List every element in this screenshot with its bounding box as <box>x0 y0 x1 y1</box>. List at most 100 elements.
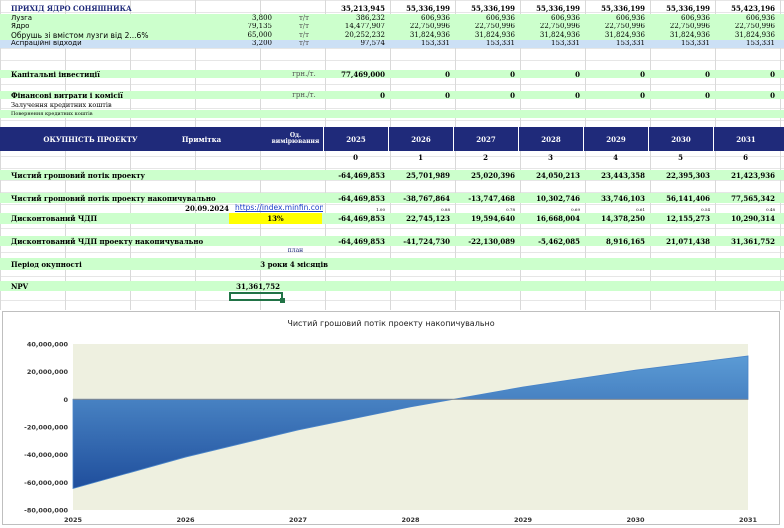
period-0[interactable]: 0 <box>323 152 388 162</box>
net-cf-value-5[interactable]: 22,395,303 <box>648 170 713 180</box>
finance-value-4[interactable]: 0 <box>583 91 648 99</box>
product-name[interactable]: Лузга <box>8 14 203 23</box>
discount-factor-3[interactable]: 0.69 <box>518 204 583 212</box>
product-value-2[interactable]: 153,331 <box>453 40 518 49</box>
net-cf-cum-value-0[interactable]: -64,469,853 <box>323 193 388 203</box>
dcf-cum-value-5[interactable]: 21,071,438 <box>648 236 713 246</box>
finance-value-6[interactable]: 0 <box>713 91 778 99</box>
header-year-1[interactable]: 2026 <box>388 127 453 151</box>
product-name[interactable]: Обрушь зі вмістом лузги від 2...6% <box>8 31 203 40</box>
product-value-6[interactable]: 22,750,996 <box>713 23 778 32</box>
net-cf-cum-value-6[interactable]: 77,565,342 <box>713 193 778 203</box>
product-value-2[interactable]: 606,936 <box>453 14 518 23</box>
net-cf-value-1[interactable]: 25,701,989 <box>388 170 453 180</box>
capex-value-0[interactable]: 77,469,000 <box>323 70 388 78</box>
product-value-4[interactable]: 153,331 <box>583 40 648 49</box>
net-cf-value-2[interactable]: 25,020,396 <box>453 170 518 180</box>
period-1[interactable]: 1 <box>388 152 453 162</box>
finance-label[interactable]: Фінансові витрати і комісії <box>8 91 208 99</box>
income-header-value-0[interactable]: 35,213,945 <box>323 4 388 13</box>
dcf-value-0[interactable]: -64,469,853 <box>323 213 388 224</box>
income-header-value-1[interactable]: 55,336,199 <box>388 4 453 13</box>
income-header-value-5[interactable]: 55,336,199 <box>648 4 713 13</box>
product-unit[interactable]: т/т <box>286 31 322 40</box>
period-2[interactable]: 2 <box>453 152 518 162</box>
income-header-value-2[interactable]: 55,336,199 <box>453 4 518 13</box>
selected-cell[interactable] <box>229 292 283 301</box>
capex-value-6[interactable]: 0 <box>713 70 778 78</box>
finance-unit[interactable]: грн./т. <box>286 91 322 99</box>
product-value-5[interactable]: 153,331 <box>648 40 713 49</box>
product-value-4[interactable]: 606,936 <box>583 14 648 23</box>
income-header-value-3[interactable]: 55,336,199 <box>518 4 583 13</box>
product-value-1[interactable]: 22,750,996 <box>388 23 453 32</box>
capex-value-1[interactable]: 0 <box>388 70 453 78</box>
product-value-5[interactable]: 606,936 <box>648 14 713 23</box>
period-5[interactable]: 5 <box>648 152 713 162</box>
product-value-5[interactable]: 31,824,936 <box>648 31 713 40</box>
dcf-label[interactable]: Дисконтований ЧДП <box>8 213 228 224</box>
product-value-1[interactable]: 31,824,936 <box>388 31 453 40</box>
net-cf-label[interactable]: Чистий грошовий потік проекту <box>8 170 258 180</box>
payback-label[interactable]: Період окупності <box>8 258 168 270</box>
dcf-cum-value-2[interactable]: -22,130,089 <box>453 236 518 246</box>
credit-in-label[interactable]: Залучення кредитних коштів <box>8 101 208 109</box>
capex-value-2[interactable]: 0 <box>453 70 518 78</box>
header-year-2[interactable]: 2027 <box>453 127 518 151</box>
net-cf-cum-value-2[interactable]: -13,747,468 <box>453 193 518 203</box>
dcf-cum-value-4[interactable]: 8,916,165 <box>583 236 648 246</box>
net-cf-value-6[interactable]: 21,423,936 <box>713 170 778 180</box>
finance-value-3[interactable]: 0 <box>518 91 583 99</box>
product-price[interactable]: 3,800 <box>210 14 275 23</box>
product-unit[interactable]: т/т <box>286 14 322 23</box>
dcf-value-2[interactable]: 19,594,640 <box>453 213 518 224</box>
payback-value[interactable]: 3 роки 4 місяців <box>200 258 331 270</box>
product-value-0[interactable]: 20,252,232 <box>323 31 388 40</box>
net-cf-cum-value-5[interactable]: 56,141,406 <box>648 193 713 203</box>
product-value-1[interactable]: 606,936 <box>388 14 453 23</box>
product-value-1[interactable]: 153,331 <box>388 40 453 49</box>
header-year-3[interactable]: 2028 <box>518 127 583 151</box>
net-cf-value-3[interactable]: 24,050,213 <box>518 170 583 180</box>
product-value-3[interactable]: 31,824,936 <box>518 31 583 40</box>
header-year-0[interactable]: 2025 <box>323 127 388 151</box>
net-cf-cum-value-1[interactable]: -38,767,864 <box>388 193 453 203</box>
product-value-5[interactable]: 22,750,996 <box>648 23 713 32</box>
discount-factor-5[interactable]: 0.54 <box>648 204 713 212</box>
net-cf-cum-value-3[interactable]: 10,302,746 <box>518 193 583 203</box>
finance-value-0[interactable]: 0 <box>323 91 388 99</box>
finance-value-2[interactable]: 0 <box>453 91 518 99</box>
plan-label[interactable]: план <box>268 247 323 255</box>
dcf-cum-value-0[interactable]: -64,469,853 <box>323 236 388 246</box>
product-value-3[interactable]: 22,750,996 <box>518 23 583 32</box>
header-note[interactable]: Примітка <box>173 127 230 151</box>
dcf-cum-label[interactable]: Дисконтований ЧДП проекту накопичувально <box>8 236 258 246</box>
product-unit[interactable]: т/т <box>286 40 322 49</box>
product-value-3[interactable]: 153,331 <box>518 40 583 49</box>
discount-factor-0[interactable]: 1.00 <box>323 204 388 212</box>
capex-value-4[interactable]: 0 <box>583 70 648 78</box>
fill-handle[interactable] <box>280 298 285 303</box>
npv-value[interactable]: 31,361,752 <box>200 281 283 291</box>
minfin-link[interactable]: https://index.minfin.com.ua <box>232 204 323 212</box>
product-price[interactable]: 65,000 <box>210 31 275 40</box>
net-cf-value-0[interactable]: -64,469,853 <box>323 170 388 180</box>
product-value-6[interactable]: 31,824,936 <box>713 31 778 40</box>
dcf-value-1[interactable]: 22,745,123 <box>388 213 453 224</box>
discount-factor-4[interactable]: 0.61 <box>583 204 648 212</box>
chart-area[interactable]: Чистий грошовий потік проекту накопичува… <box>2 311 780 525</box>
date-cell[interactable]: 20.09.2024 <box>170 204 232 212</box>
dcf-value-3[interactable]: 16,668,004 <box>518 213 583 224</box>
dcf-cum-value-1[interactable]: -41,724,730 <box>388 236 453 246</box>
dcf-value-6[interactable]: 10,290,314 <box>713 213 778 224</box>
dcf-cum-value-3[interactable]: -5,462,085 <box>518 236 583 246</box>
product-value-2[interactable]: 22,750,996 <box>453 23 518 32</box>
product-value-3[interactable]: 606,936 <box>518 14 583 23</box>
header-year-4[interactable]: 2029 <box>583 127 648 151</box>
product-value-0[interactable]: 14,477,907 <box>323 23 388 32</box>
period-4[interactable]: 4 <box>583 152 648 162</box>
finance-value-1[interactable]: 0 <box>388 91 453 99</box>
dcf-value-4[interactable]: 14,378,250 <box>583 213 648 224</box>
finance-value-5[interactable]: 0 <box>648 91 713 99</box>
product-value-0[interactable]: 386,232 <box>323 14 388 23</box>
